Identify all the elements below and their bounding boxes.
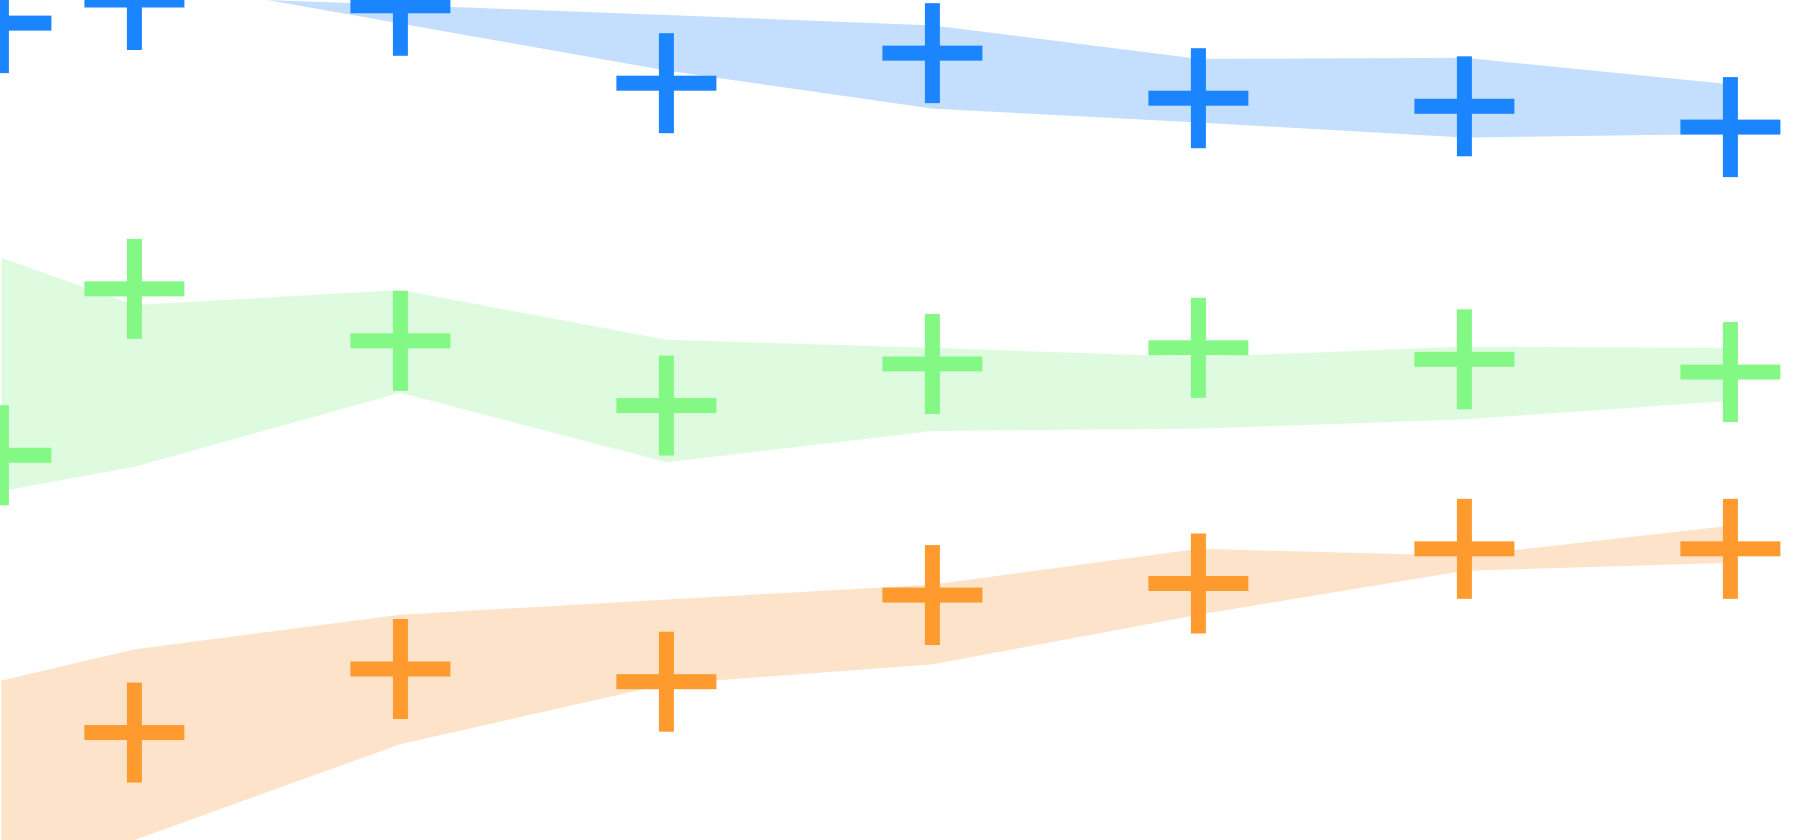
series-1-band bbox=[267, 0, 1731, 138]
series-1-point-6 bbox=[1148, 48, 1249, 149]
series-3-band bbox=[1, 525, 1731, 840]
series-1-point-2 bbox=[84, 0, 185, 50]
series-2-point-6 bbox=[1148, 297, 1249, 398]
series-2-point-1 bbox=[0, 405, 52, 506]
series-1-point-5 bbox=[882, 3, 983, 104]
series-1-point-3 bbox=[350, 0, 451, 56]
series-2-point-3 bbox=[350, 290, 451, 391]
series-3-point-6 bbox=[1414, 498, 1515, 599]
series-2-point-4 bbox=[616, 355, 717, 456]
series-2-point-7 bbox=[1414, 309, 1515, 410]
series-2-point-2 bbox=[84, 238, 185, 339]
series-3-point-1 bbox=[84, 682, 185, 783]
series-3-point-7 bbox=[1680, 498, 1781, 599]
series-1-point-8 bbox=[1680, 77, 1781, 178]
series-3-point-2 bbox=[350, 618, 451, 719]
series-3-point-3 bbox=[616, 631, 717, 732]
series-3-point-5 bbox=[1148, 533, 1249, 634]
series-2-point-8 bbox=[1680, 322, 1781, 423]
series-1-point-4 bbox=[616, 33, 717, 134]
series-1-point-7 bbox=[1414, 56, 1515, 157]
series-2-band bbox=[1, 257, 1731, 492]
series-2-point-5 bbox=[882, 313, 983, 414]
series-3-point-4 bbox=[882, 545, 983, 646]
series-1-point-1 bbox=[0, 0, 52, 74]
